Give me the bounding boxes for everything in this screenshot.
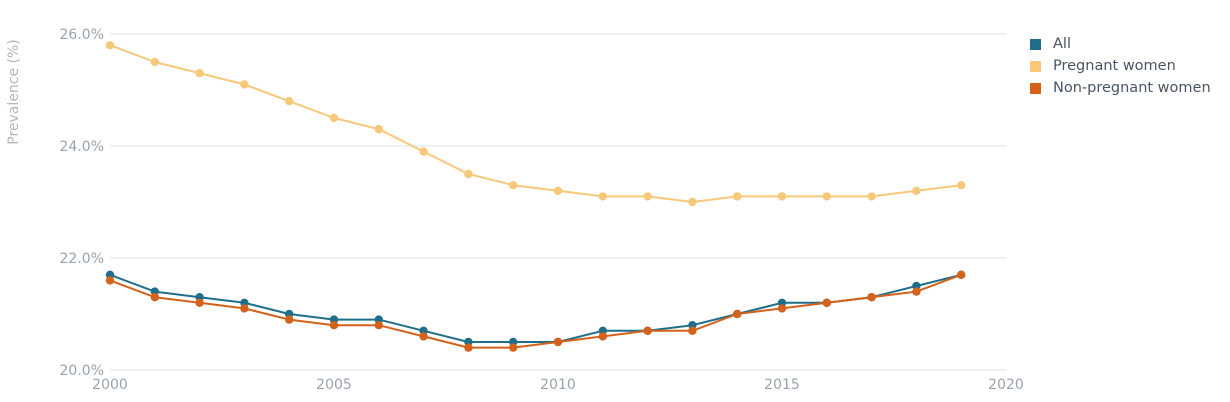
legend-swatch bbox=[1030, 60, 1041, 72]
data-point-pregnant-women[interactable] bbox=[105, 41, 115, 50]
data-point-non-pregnant-women[interactable] bbox=[419, 332, 428, 341]
data-point-pregnant-women[interactable] bbox=[150, 57, 159, 67]
data-point-non-pregnant-women[interactable] bbox=[688, 326, 697, 335]
data-point-non-pregnant-women[interactable] bbox=[822, 298, 831, 307]
x-tick-label: 2000 bbox=[92, 377, 128, 393]
data-point-non-pregnant-women[interactable] bbox=[733, 309, 742, 319]
legend-swatch bbox=[1030, 82, 1041, 94]
data-point-pregnant-women[interactable] bbox=[598, 192, 607, 201]
data-point-pregnant-women[interactable] bbox=[688, 197, 697, 207]
data-point-pregnant-women[interactable] bbox=[195, 69, 204, 78]
data-point-non-pregnant-women[interactable] bbox=[643, 326, 652, 335]
data-point-pregnant-women[interactable] bbox=[957, 181, 966, 190]
x-tick-label: 2020 bbox=[988, 377, 1024, 393]
data-point-pregnant-women[interactable] bbox=[643, 192, 652, 201]
y-tick-label: 22.0% bbox=[60, 251, 104, 267]
data-point-non-pregnant-women[interactable] bbox=[240, 304, 249, 313]
legend-swatch bbox=[1030, 38, 1041, 50]
x-tick-label: 2005 bbox=[316, 377, 352, 393]
data-point-non-pregnant-women[interactable] bbox=[509, 343, 518, 352]
legend-item[interactable]: Pregnant women bbox=[1030, 55, 1211, 77]
data-point-non-pregnant-women[interactable] bbox=[777, 304, 787, 313]
data-point-pregnant-women[interactable] bbox=[553, 186, 563, 195]
series-points bbox=[105, 41, 966, 352]
data-point-pregnant-women[interactable] bbox=[464, 169, 473, 179]
data-point-pregnant-women[interactable] bbox=[777, 192, 787, 201]
legend-item[interactable]: All bbox=[1030, 33, 1211, 55]
y-axis-ticks: 20.0% 22.0% 24.0% 26.0% bbox=[60, 27, 104, 379]
legend: All Pregnant women Non-pregnant women bbox=[1030, 33, 1211, 99]
data-point-pregnant-women[interactable] bbox=[912, 186, 921, 195]
data-point-non-pregnant-women[interactable] bbox=[553, 337, 563, 347]
data-point-pregnant-women[interactable] bbox=[419, 147, 428, 156]
grid-lines bbox=[110, 33, 1006, 371]
data-point-non-pregnant-women[interactable] bbox=[105, 276, 115, 285]
y-tick-label: 26.0% bbox=[60, 27, 104, 43]
data-point-non-pregnant-women[interactable] bbox=[329, 321, 339, 330]
legend-item[interactable]: Non-pregnant women bbox=[1030, 77, 1211, 99]
data-point-non-pregnant-women[interactable] bbox=[464, 343, 473, 352]
data-point-non-pregnant-women[interactable] bbox=[150, 293, 159, 302]
y-tick-label: 24.0% bbox=[60, 139, 104, 155]
data-point-pregnant-women[interactable] bbox=[867, 192, 876, 201]
x-tick-label: 2010 bbox=[540, 377, 576, 393]
data-point-pregnant-women[interactable] bbox=[240, 80, 249, 89]
data-point-non-pregnant-women[interactable] bbox=[598, 332, 607, 341]
x-tick-label: 2015 bbox=[764, 377, 800, 393]
legend-label: Non-pregnant women bbox=[1053, 80, 1211, 96]
legend-label: All bbox=[1053, 36, 1071, 52]
data-point-pregnant-women[interactable] bbox=[285, 97, 294, 106]
data-point-pregnant-women[interactable] bbox=[374, 125, 383, 134]
series-line-non-pregnant-women bbox=[109, 273, 962, 349]
legend-label: Pregnant women bbox=[1053, 58, 1176, 74]
data-point-pregnant-women[interactable] bbox=[822, 192, 831, 201]
y-tick-label: 20.0% bbox=[60, 363, 104, 379]
data-point-non-pregnant-women[interactable] bbox=[912, 287, 921, 296]
data-point-non-pregnant-women[interactable] bbox=[867, 293, 876, 302]
data-point-non-pregnant-women[interactable] bbox=[195, 298, 204, 307]
series-line-pregnant-women bbox=[109, 44, 962, 203]
data-point-non-pregnant-women[interactable] bbox=[285, 315, 294, 324]
y-axis-title: Prevalence (%) bbox=[6, 39, 22, 145]
data-point-pregnant-women[interactable] bbox=[509, 181, 518, 190]
series-lines bbox=[109, 44, 962, 349]
data-point-non-pregnant-women[interactable] bbox=[957, 270, 966, 279]
data-point-non-pregnant-women[interactable] bbox=[374, 321, 383, 330]
x-axis-ticks: 2000 2005 2010 2015 2020 bbox=[92, 377, 1024, 393]
data-point-pregnant-women[interactable] bbox=[733, 192, 742, 201]
data-point-pregnant-women[interactable] bbox=[329, 113, 339, 123]
